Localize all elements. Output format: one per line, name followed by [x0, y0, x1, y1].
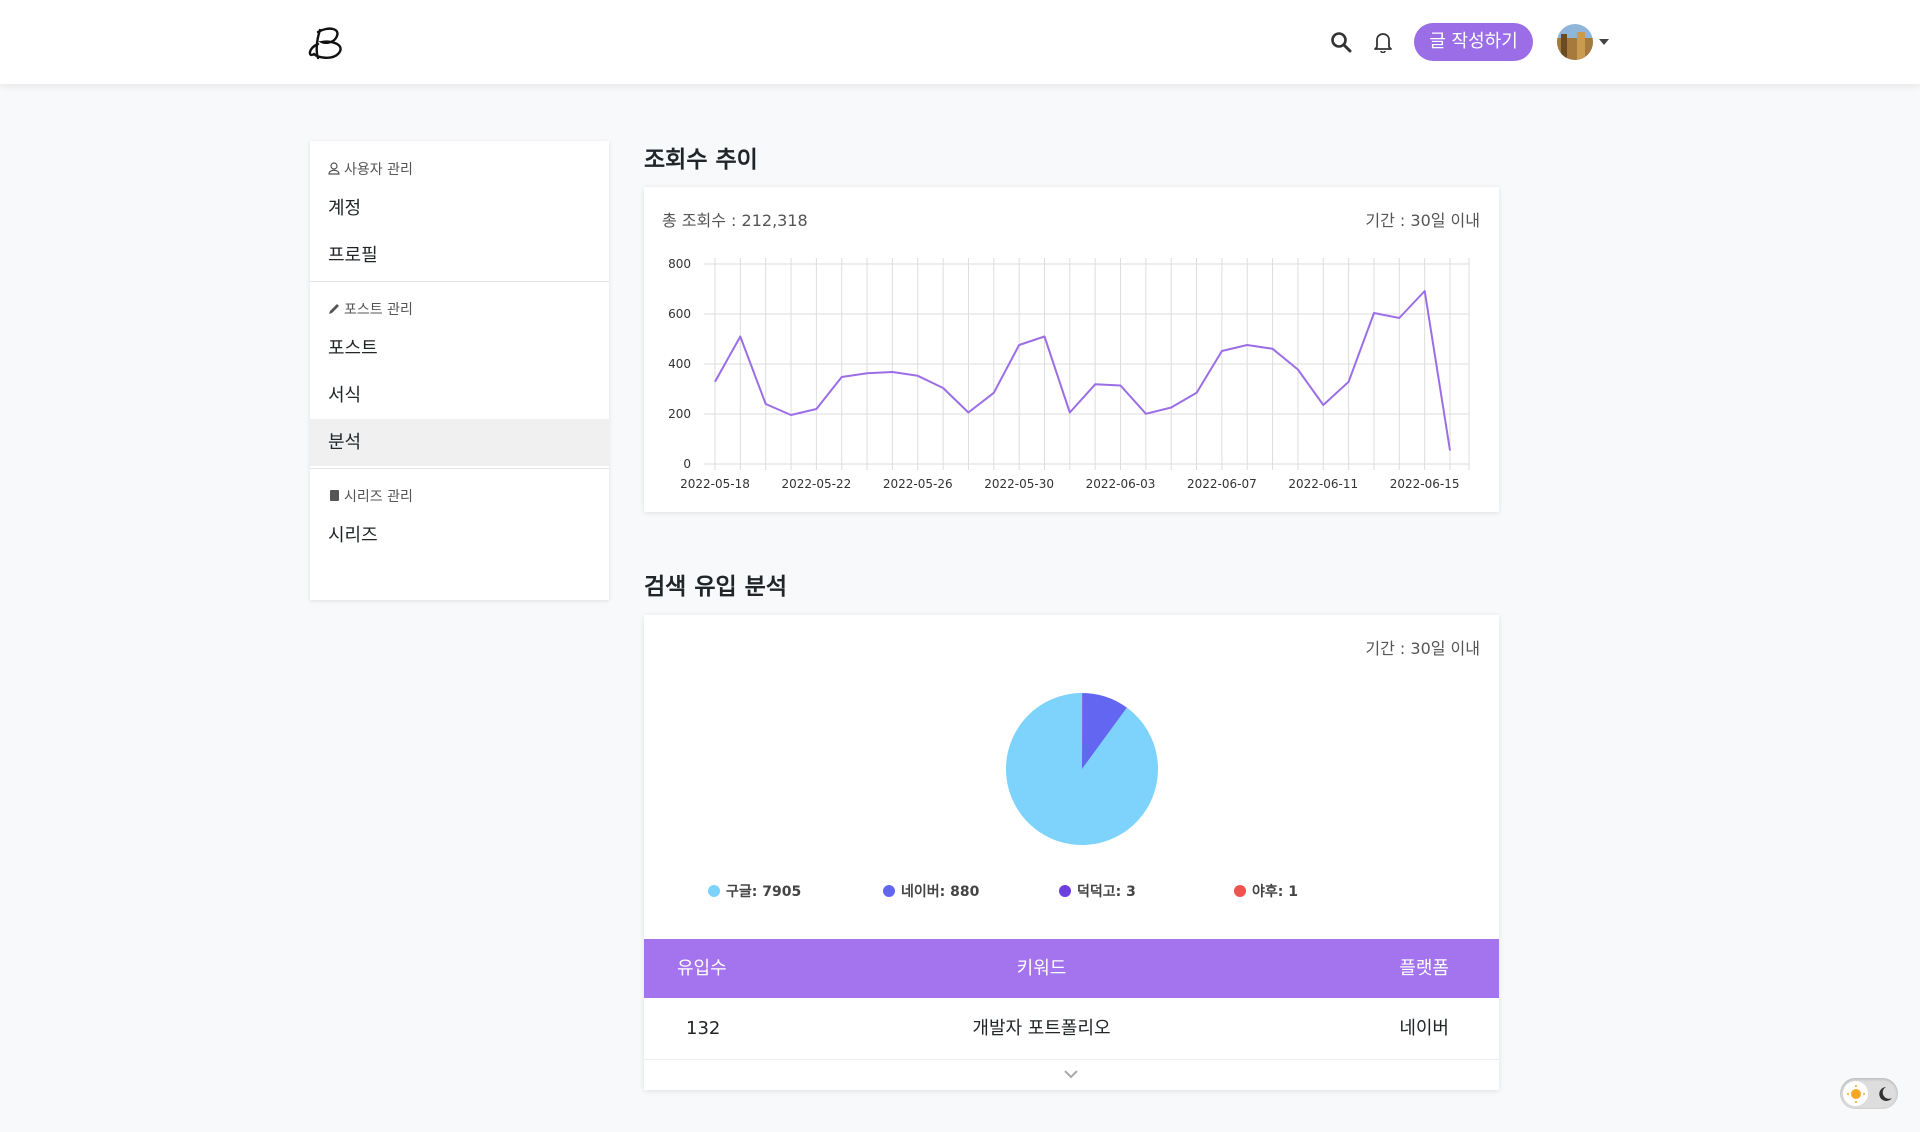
- legend-name: 구글: [726, 884, 752, 900]
- legend-dot: [708, 885, 720, 897]
- total-views: 총 조회수 : 212,318: [662, 211, 808, 230]
- theme-toggle[interactable]: [1840, 1078, 1898, 1109]
- logo[interactable]: [306, 24, 350, 62]
- y-tick-label: 800: [668, 257, 691, 271]
- row-divider: [644, 1059, 1499, 1060]
- y-tick-label: 0: [683, 457, 691, 471]
- legend-item: 구글: 7905: [708, 881, 801, 901]
- column-header: 유입수: [677, 958, 727, 979]
- legend-name: 네이버: [901, 884, 940, 900]
- x-tick-label: 2022-06-15: [1390, 477, 1460, 491]
- search-card: 기간 : 30일 이내 구글: 7905 네이버: 880 덕덕고: 3 야후: 1: [644, 615, 1499, 1090]
- line-series: [714, 290, 1451, 451]
- legend-name: 덕덕고: [1077, 884, 1116, 900]
- group-title: 포스트 관리: [328, 299, 413, 319]
- y-tick-label: 600: [668, 307, 691, 321]
- menu-item[interactable]: 시리즈: [328, 525, 378, 546]
- x-tick-label: 2022-06-11: [1288, 477, 1358, 491]
- expand-chevron[interactable]: [1063, 1067, 1079, 1081]
- table-cell: 네이버: [1399, 1018, 1449, 1039]
- table-body: 132 개발자 포트폴리오 네이버: [644, 998, 1499, 1059]
- x-tick-label: 2022-05-22: [782, 477, 852, 491]
- pie-chart: [1006, 693, 1158, 845]
- period: 기간 : 30일 이내: [1365, 639, 1480, 658]
- menu-item[interactable]: 포스트: [328, 338, 378, 359]
- column-header: 키워드: [1016, 958, 1067, 979]
- legend-item: 야후: 1: [1234, 881, 1298, 901]
- x-tick-label: 2022-06-03: [1086, 477, 1156, 491]
- menu-item[interactable]: 프로필: [328, 245, 378, 266]
- menu-item[interactable]: 서식: [328, 385, 362, 406]
- legend-dot: [1234, 885, 1246, 897]
- legend-dot: [1059, 885, 1071, 897]
- group-icon: [329, 304, 339, 314]
- legend-label: 네이버: 880: [901, 884, 980, 900]
- legend-label: 구글: 7905: [726, 884, 802, 900]
- x-tick-label: 2022-05-30: [984, 477, 1054, 491]
- legend-dot: [883, 885, 895, 897]
- theme-icons: [1847, 1085, 1892, 1103]
- group-title: 사용자 관리: [328, 159, 413, 179]
- legend-value: 3: [1126, 884, 1136, 900]
- section-title: 조회수 추이: [644, 147, 758, 173]
- y-tick-label: 200: [668, 407, 691, 421]
- section-title: 검색 유입 분석: [644, 574, 787, 600]
- search-icon[interactable]: [1330, 31, 1352, 53]
- table-cell: 개발자 포트폴리오: [972, 1018, 1111, 1039]
- legend-value: 7905: [762, 884, 802, 900]
- bell-icon[interactable]: [1372, 31, 1394, 53]
- legend-label: 야후: 1: [1252, 884, 1298, 900]
- column-header: 플랫폼: [1399, 958, 1449, 979]
- group-title-text: 시리즈 관리: [344, 489, 413, 505]
- divider: [310, 281, 609, 282]
- profile-menu[interactable]: [1555, 24, 1615, 60]
- pie-slice: [1082, 693, 1127, 769]
- menu-item[interactable]: 분석: [310, 419, 609, 466]
- period: 기간 : 30일 이내: [1365, 211, 1480, 230]
- legend-value: 1: [1288, 884, 1298, 900]
- x-tick-label: 2022-05-26: [883, 477, 953, 491]
- divider: [310, 468, 609, 469]
- group-icon: [328, 162, 340, 175]
- y-tick-label: 400: [668, 357, 691, 371]
- top-bar: 글 작성하기: [0, 0, 1920, 84]
- group-title-text: 포스트 관리: [344, 302, 413, 318]
- write-button[interactable]: 글 작성하기: [1414, 23, 1533, 61]
- legend-item: 네이버: 880: [883, 881, 979, 901]
- x-tick-label: 2022-05-18: [680, 477, 750, 491]
- group-title-text: 사용자 관리: [344, 162, 413, 178]
- menu-item[interactable]: 계정: [328, 198, 362, 219]
- table-cell: 132: [686, 1018, 721, 1039]
- x-tick-label: 2022-06-07: [1187, 477, 1257, 491]
- legend-value: 880: [950, 884, 980, 900]
- views-card: 총 조회수 : 212,318 기간 : 30일 이내 0 200 400 600 80…: [644, 187, 1499, 512]
- table-header: 유입수 키워드 플랫폼: [644, 939, 1499, 998]
- legend-label: 덕덕고: 3: [1077, 884, 1136, 900]
- line-chart: 0 200 400 600 800 2022-05-18 2022-05-22 2022-05…: [668, 257, 1470, 491]
- legend-item: 덕덕고: 3: [1059, 881, 1136, 901]
- legend-name: 야후: [1252, 884, 1278, 900]
- group-icon: [330, 490, 339, 501]
- group-title: 시리즈 관리: [328, 486, 413, 506]
